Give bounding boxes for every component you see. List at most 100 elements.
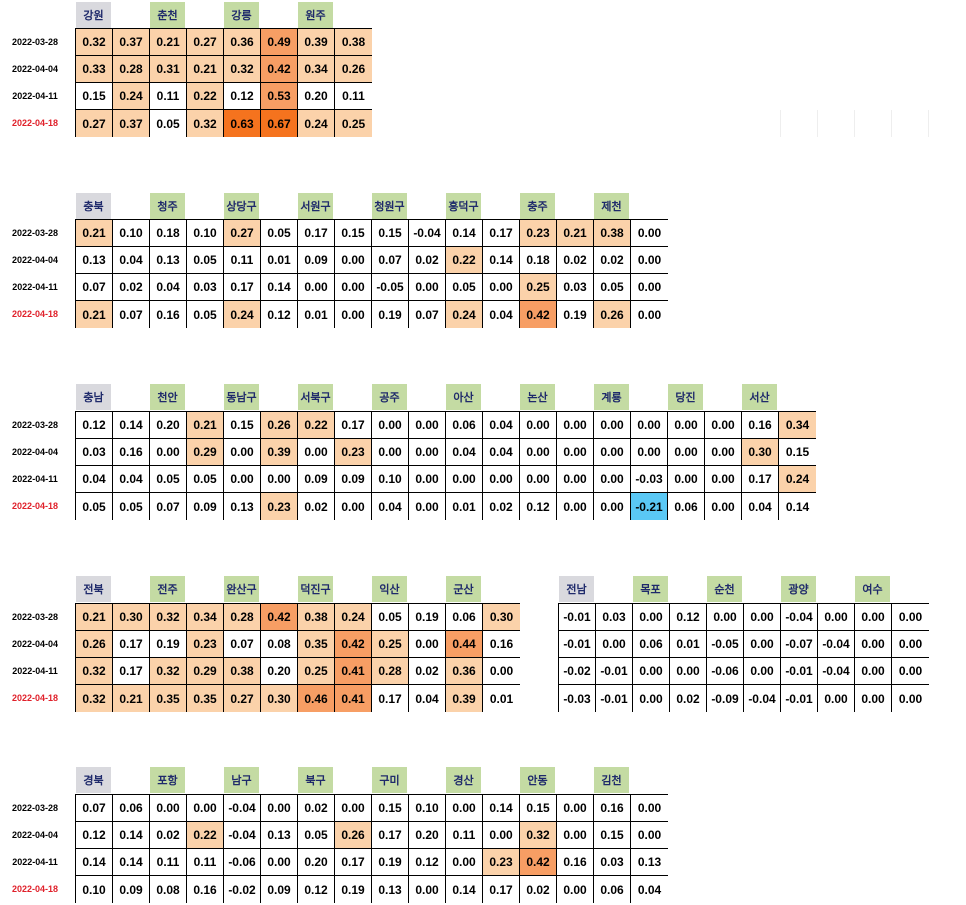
value-cell: 0.00 xyxy=(631,220,668,247)
value-cell: 0.00 xyxy=(372,439,409,466)
value-cell: 0.19 xyxy=(150,631,187,658)
value-cell: 0.19 xyxy=(335,876,372,903)
value-cell: -0.01 xyxy=(596,658,633,685)
value-cell: 0.13 xyxy=(76,247,113,274)
value-cell: 0.00 xyxy=(483,466,520,493)
value-cell: 0.00 xyxy=(594,493,631,520)
value-cell: 0.19 xyxy=(557,301,594,328)
value-cell: 0.38 xyxy=(298,604,335,631)
value-cell: 0.25 xyxy=(520,274,557,301)
city-header: 아산 xyxy=(446,384,481,410)
value-cell: 0.37 xyxy=(113,29,150,56)
value-cell: -0.07 xyxy=(781,631,818,658)
value-cell: 0.00 xyxy=(557,439,594,466)
value-cell: 0.16 xyxy=(483,631,520,658)
value-cell: 0.10 xyxy=(372,466,409,493)
value-cell: -0.05 xyxy=(372,274,409,301)
value-cell: -0.04 xyxy=(224,795,261,822)
value-cell: 0.00 xyxy=(187,795,224,822)
city-header: 춘천 xyxy=(150,2,185,28)
value-cell: 0.35 xyxy=(150,685,187,712)
city-header: 공주 xyxy=(372,384,407,410)
value-cell: 0.11 xyxy=(187,849,224,876)
value-cell: 0.00 xyxy=(596,631,633,658)
value-cell: 0.32 xyxy=(76,685,113,712)
value-grid: 0.12 0.14 0.20 0.21 0.15 0.26 0.22 0.17 0.00 0.00… xyxy=(75,411,816,520)
city-header: 목포 xyxy=(633,576,668,602)
value-cell: 0.00 xyxy=(557,466,594,493)
city-header: 서산 xyxy=(742,384,777,410)
value-cell: 0.00 xyxy=(335,274,372,301)
value-cell: 0.23 xyxy=(520,220,557,247)
value-cell: 0.00 xyxy=(744,604,781,631)
value-cell: 0.05 xyxy=(594,274,631,301)
city-header: 천안 xyxy=(150,384,185,410)
week-date-label: 2022-04-04 xyxy=(11,446,59,457)
value-cell: 0.00 xyxy=(594,466,631,493)
value-cell: 0.04 xyxy=(483,439,520,466)
value-cell: 0.16 xyxy=(113,439,150,466)
value-cell: 0.23 xyxy=(187,631,224,658)
value-cell: 0.17 xyxy=(483,876,520,903)
value-cell: 0.06 xyxy=(446,604,483,631)
value-cell: 0.22 xyxy=(187,822,224,849)
value-cell: 0.19 xyxy=(372,301,409,328)
value-cell: 0.14 xyxy=(261,274,298,301)
value-cell: 0.19 xyxy=(372,849,409,876)
value-cell: 0.20 xyxy=(298,83,335,110)
value-cell: 0.37 xyxy=(113,110,150,137)
value-cell: 0.07 xyxy=(113,301,150,328)
value-cell: 0.15 xyxy=(372,220,409,247)
value-cell: 0.17 xyxy=(335,849,372,876)
value-cell: 0.01 xyxy=(261,247,298,274)
value-cell: 0.16 xyxy=(742,412,779,439)
value-cell: 0.29 xyxy=(187,439,224,466)
region-header: 강원 xyxy=(76,2,111,28)
value-cell: 0.17 xyxy=(224,274,261,301)
value-cell: -0.06 xyxy=(707,658,744,685)
value-grid: 0.21 0.10 0.18 0.10 0.27 0.05 0.17 0.15 0.15 -0.0… xyxy=(75,219,668,328)
value-cell: 0.04 xyxy=(113,466,150,493)
value-cell: 0.00 xyxy=(633,604,670,631)
value-cell: 0.00 xyxy=(892,631,929,658)
value-cell: -0.03 xyxy=(631,466,668,493)
value-cell: 0.06 xyxy=(668,493,705,520)
value-cell: 0.26 xyxy=(76,631,113,658)
value-cell: 0.32 xyxy=(520,822,557,849)
value-cell: 0.08 xyxy=(261,631,298,658)
value-cell: 0.32 xyxy=(187,110,224,137)
value-cell: 0.21 xyxy=(76,220,113,247)
value-cell: 0.14 xyxy=(113,412,150,439)
value-cell: 0.05 xyxy=(187,466,224,493)
city-header: 강릉 xyxy=(224,2,259,28)
city-header: 김천 xyxy=(594,767,629,793)
value-cell: 0.20 xyxy=(409,822,446,849)
faint-gridline xyxy=(891,110,892,137)
value-cell: 0.29 xyxy=(187,658,224,685)
value-cell: 0.05 xyxy=(372,604,409,631)
value-cell: 0.14 xyxy=(779,493,816,520)
value-cell: 0.10 xyxy=(113,220,150,247)
value-cell: 0.00 xyxy=(631,822,668,849)
value-cell: 0.13 xyxy=(150,247,187,274)
value-cell: 0.30 xyxy=(261,685,298,712)
value-cell: 0.30 xyxy=(483,604,520,631)
value-cell: 0.00 xyxy=(409,631,446,658)
value-cell: 0.13 xyxy=(224,493,261,520)
value-cell: 0.15 xyxy=(520,795,557,822)
week-date-label: 2022-04-11 xyxy=(12,90,58,101)
city-header: 완산구 xyxy=(224,576,259,602)
value-cell: 0.31 xyxy=(150,56,187,83)
value-cell: 0.11 xyxy=(446,822,483,849)
value-cell: 0.05 xyxy=(150,110,187,137)
value-cell: 0.00 xyxy=(855,658,892,685)
value-cell: 0.22 xyxy=(446,247,483,274)
value-cell: 0.04 xyxy=(446,439,483,466)
value-cell: 0.01 xyxy=(446,493,483,520)
value-cell: 0.12 xyxy=(224,83,261,110)
value-cell: 0.20 xyxy=(298,849,335,876)
value-cell: 0.00 xyxy=(483,822,520,849)
value-cell: -0.05 xyxy=(707,631,744,658)
value-cell: 0.04 xyxy=(76,466,113,493)
value-cell: 0.00 xyxy=(409,876,446,903)
